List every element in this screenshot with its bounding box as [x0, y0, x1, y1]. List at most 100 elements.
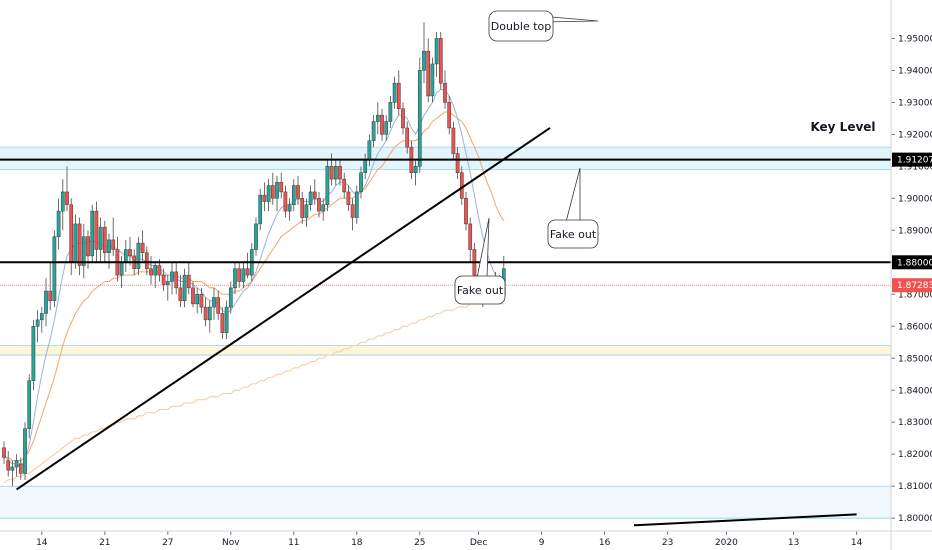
candle[interactable]	[375, 102, 380, 135]
candle[interactable]	[56, 198, 61, 250]
candle[interactable]	[270, 172, 275, 205]
candle[interactable]	[2, 441, 6, 464]
candle[interactable]	[18, 457, 23, 480]
candle[interactable]	[359, 166, 363, 199]
candle[interactable]	[170, 262, 174, 295]
double-top-callout[interactable]: Double top	[488, 10, 599, 42]
candle[interactable]	[338, 159, 342, 186]
candle[interactable]	[191, 281, 195, 308]
candle[interactable]	[228, 281, 233, 314]
candle[interactable]	[23, 422, 27, 480]
candle[interactable]	[354, 185, 359, 224]
fake-out-callout-right[interactable]: Fake out	[547, 167, 599, 249]
candle[interactable]	[10, 460, 15, 487]
candle[interactable]	[413, 159, 418, 186]
candle[interactable]	[220, 307, 225, 340]
candle[interactable]	[212, 287, 216, 320]
trendline-0[interactable]	[16, 127, 551, 491]
candle[interactable]	[430, 57, 435, 103]
candle[interactable]	[60, 179, 65, 231]
candle[interactable]	[333, 159, 338, 186]
candle[interactable]	[371, 115, 376, 148]
candle[interactable]	[48, 262, 53, 311]
candle[interactable]	[283, 185, 288, 218]
candle[interactable]	[44, 278, 48, 327]
candle[interactable]	[178, 275, 183, 308]
candle[interactable]	[237, 262, 242, 288]
candle[interactable]	[384, 115, 389, 141]
candle[interactable]	[254, 217, 258, 256]
candle[interactable]	[149, 255, 153, 285]
candle[interactable]	[300, 191, 305, 224]
candle[interactable]	[422, 22, 426, 84]
candle[interactable]	[65, 166, 69, 212]
candle[interactable]	[111, 217, 116, 256]
candle[interactable]	[224, 300, 229, 340]
candle[interactable]	[325, 159, 330, 212]
candle[interactable]	[266, 179, 271, 212]
candle[interactable]	[296, 175, 300, 205]
candle[interactable]	[262, 182, 267, 212]
candle[interactable]	[392, 76, 397, 109]
candle[interactable]	[346, 185, 351, 212]
candle[interactable]	[438, 31, 443, 90]
candle[interactable]	[258, 188, 263, 231]
fake-out-callout-left[interactable]: Fake out	[454, 217, 506, 305]
candle[interactable]	[308, 185, 313, 212]
candle[interactable]	[90, 204, 95, 263]
candle[interactable]	[317, 191, 321, 218]
candle[interactable]	[27, 374, 32, 439]
candle[interactable]	[182, 268, 187, 308]
candle[interactable]	[455, 147, 460, 180]
candle[interactable]	[342, 172, 347, 199]
candle[interactable]	[401, 102, 405, 135]
candle[interactable]	[140, 230, 145, 263]
candle[interactable]	[388, 95, 393, 128]
candle[interactable]	[434, 31, 439, 77]
candle[interactable]	[199, 287, 204, 314]
candle[interactable]	[447, 95, 452, 135]
candle[interactable]	[35, 310, 40, 343]
candle[interactable]	[81, 223, 86, 279]
candle[interactable]	[203, 297, 208, 327]
candle[interactable]	[291, 179, 296, 212]
candle[interactable]	[52, 230, 57, 308]
candle[interactable]	[464, 191, 468, 231]
candle[interactable]	[39, 307, 44, 333]
candle[interactable]	[98, 217, 103, 263]
candle[interactable]	[350, 198, 355, 231]
candle[interactable]	[216, 291, 221, 320]
candle[interactable]	[14, 454, 19, 477]
candle[interactable]	[304, 198, 309, 228]
candle[interactable]	[443, 70, 447, 109]
candle[interactable]	[77, 217, 82, 276]
candle[interactable]	[405, 121, 410, 154]
candle[interactable]	[144, 246, 149, 276]
candle[interactable]	[321, 198, 326, 221]
candle[interactable]	[207, 300, 212, 333]
candle[interactable]	[174, 262, 179, 295]
candle[interactable]	[128, 236, 132, 266]
candle[interactable]	[426, 38, 431, 103]
candle[interactable]	[275, 175, 279, 212]
candle[interactable]	[136, 236, 141, 276]
candle[interactable]	[31, 319, 36, 391]
candle[interactable]	[245, 252, 250, 279]
trendline-1[interactable]	[633, 513, 857, 527]
candle[interactable]	[287, 198, 292, 221]
candle[interactable]	[241, 262, 246, 288]
candle[interactable]	[233, 262, 237, 295]
candle[interactable]	[153, 262, 158, 288]
candle[interactable]	[396, 70, 401, 116]
candle[interactable]	[417, 57, 422, 173]
candle[interactable]	[380, 108, 384, 141]
candle[interactable]	[94, 201, 99, 263]
candle[interactable]	[279, 172, 284, 199]
candle[interactable]	[6, 451, 11, 477]
candle[interactable]	[165, 275, 170, 301]
candle[interactable]	[312, 179, 317, 205]
candle[interactable]	[102, 220, 107, 263]
candle[interactable]	[161, 268, 166, 292]
candle[interactable]	[451, 121, 456, 160]
